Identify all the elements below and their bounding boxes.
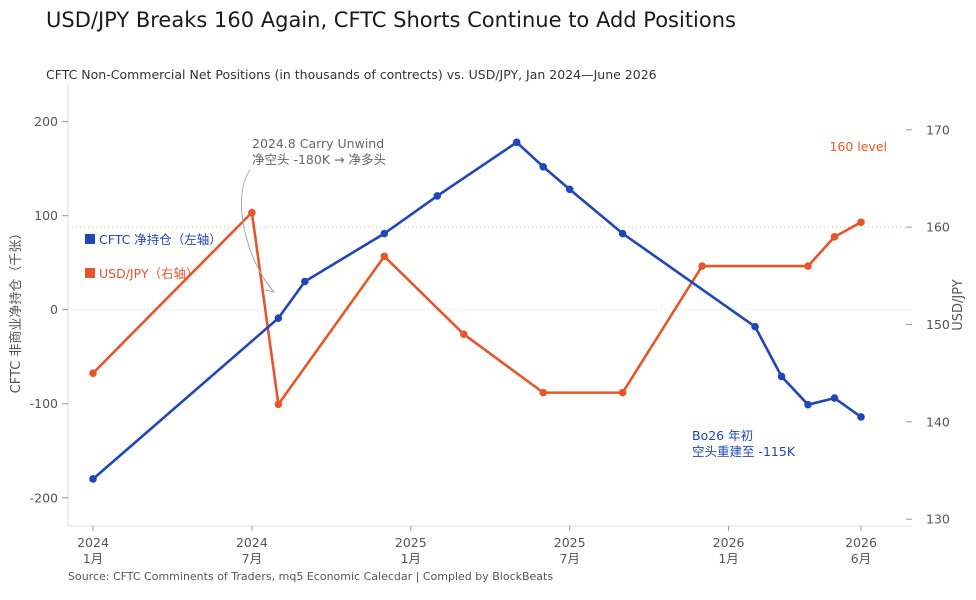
data-point-cftc bbox=[512, 138, 521, 147]
x-tick-label-month: 1月 bbox=[718, 551, 738, 566]
annotation-line: 空头重建至 -115K bbox=[692, 444, 796, 459]
data-point-cftc bbox=[830, 394, 839, 402]
x-tick-label-month: 6月 bbox=[851, 551, 871, 566]
data-point-usdjpy bbox=[248, 208, 256, 217]
x-tick-label-year: 2026 bbox=[845, 535, 877, 550]
data-point-cftc bbox=[301, 277, 309, 286]
data-point-cftc bbox=[565, 185, 574, 194]
x-tick-label-month: 7月 bbox=[242, 551, 262, 566]
2026-short-rebuild-annotation: Bo26 年初 空头重建至 -115K bbox=[692, 428, 796, 459]
left-tick-label: 200 bbox=[34, 114, 58, 129]
data-point-usdjpy bbox=[380, 252, 389, 261]
x-tick-label-year: 2024 bbox=[77, 535, 109, 550]
data-point-cftc bbox=[274, 314, 283, 322]
x-tick-label-month: 7月 bbox=[559, 551, 579, 566]
data-point-usdjpy bbox=[89, 369, 97, 377]
data-point-cftc bbox=[618, 229, 627, 238]
left-tick-label: -200 bbox=[30, 490, 58, 505]
data-point-cftc bbox=[433, 192, 442, 200]
annotation-line: 2024.8 Carry Unwind bbox=[252, 136, 384, 151]
data-point-usdjpy bbox=[857, 218, 865, 227]
chart-title: USD/JPY Breaks 160 Again, CFTC Shorts Co… bbox=[46, 8, 736, 32]
data-point-cftc bbox=[380, 229, 389, 238]
data-point-cftc bbox=[857, 413, 865, 421]
annotation-arrowhead bbox=[264, 283, 276, 293]
data-point-cftc bbox=[751, 322, 759, 331]
x-tick-label-year: 2025 bbox=[554, 535, 586, 550]
data-point-cftc bbox=[539, 162, 548, 171]
x-tick-label-month: 1月 bbox=[83, 551, 103, 566]
right-tick-label: 140 bbox=[926, 414, 950, 429]
data-point-usdjpy bbox=[539, 388, 548, 397]
x-tick-label-month: 1月 bbox=[401, 551, 421, 566]
legend-swatch-usdjpy bbox=[85, 268, 95, 278]
data-point-usdjpy bbox=[698, 262, 706, 270]
annotation-line: 净空头 -180K → 净多头 bbox=[252, 152, 386, 167]
right-tick-label: 160 bbox=[926, 220, 950, 235]
legend-label-cftc: CFTC 净持仓（左轴） bbox=[99, 232, 222, 247]
data-point-usdjpy bbox=[274, 400, 283, 409]
x-tick-label-year: 2024 bbox=[236, 535, 268, 550]
data-point-usdjpy bbox=[459, 330, 468, 339]
right-tick-label: 170 bbox=[926, 122, 950, 137]
legend-label-usdjpy: USD/JPY（右轴） bbox=[99, 266, 199, 281]
data-point-usdjpy bbox=[830, 233, 839, 241]
left-tick-label: 100 bbox=[34, 208, 58, 223]
left-tick-label: -100 bbox=[30, 396, 58, 411]
carry-unwind-annotation: 2024.8 Carry Unwind 净空头 -180K → 净多头 bbox=[240, 136, 386, 293]
right-tick-label: 150 bbox=[926, 317, 950, 332]
x-tick-label-year: 2026 bbox=[713, 535, 745, 550]
y-right-axis-title: USD/JPY bbox=[951, 279, 966, 331]
source-note: Source: CFTC Comminents of Traders, mq5 … bbox=[68, 570, 554, 583]
right-tick-label: 130 bbox=[926, 512, 950, 527]
data-point-usdjpy bbox=[618, 388, 627, 397]
data-point-usdjpy bbox=[804, 262, 812, 270]
x-tick-label-year: 2025 bbox=[395, 535, 427, 550]
series-line-cftc bbox=[91, 141, 863, 481]
y-left-axis-title: CFTC 非商业净持仓（千张） bbox=[9, 227, 24, 394]
data-point-cftc bbox=[89, 475, 97, 483]
data-point-cftc bbox=[804, 400, 812, 409]
annotation-arrow bbox=[240, 169, 273, 291]
left-tick-label: 0 bbox=[50, 302, 58, 317]
annotation-line: Bo26 年初 bbox=[692, 428, 753, 443]
reference-line-label: 160 level bbox=[829, 139, 887, 154]
legend-swatch-cftc bbox=[85, 234, 95, 244]
data-point-cftc bbox=[777, 372, 786, 381]
chart-subtitle: CFTC Non-Commercial Net Positions (in th… bbox=[46, 67, 657, 82]
